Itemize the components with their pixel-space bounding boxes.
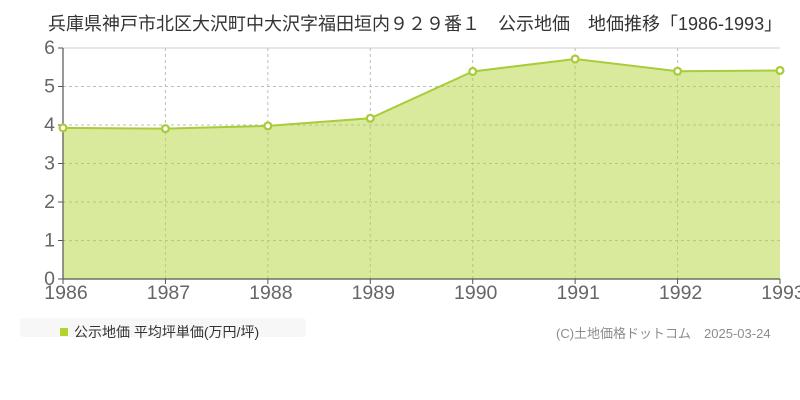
svg-text:4: 4 — [44, 114, 55, 136]
svg-text:6: 6 — [44, 37, 55, 59]
svg-text:1990: 1990 — [454, 282, 498, 304]
svg-text:1992: 1992 — [659, 282, 702, 304]
svg-text:2: 2 — [44, 191, 55, 213]
svg-text:1986: 1986 — [44, 282, 87, 304]
svg-text:5: 5 — [44, 76, 55, 98]
svg-text:1988: 1988 — [249, 282, 292, 304]
svg-text:1: 1 — [44, 230, 55, 252]
svg-text:3: 3 — [44, 153, 55, 175]
svg-text:1987: 1987 — [147, 282, 190, 304]
svg-text:1989: 1989 — [352, 282, 395, 304]
svg-text:1993: 1993 — [761, 282, 800, 304]
svg-text:1991: 1991 — [556, 282, 599, 304]
